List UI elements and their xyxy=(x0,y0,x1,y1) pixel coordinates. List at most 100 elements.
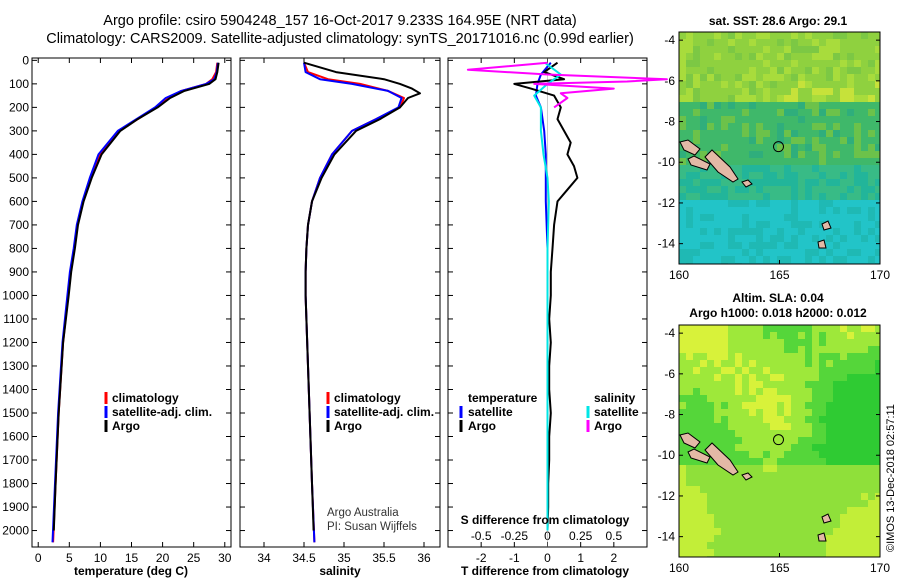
map-cell xyxy=(679,67,686,74)
map-cell xyxy=(826,423,833,430)
map-cell xyxy=(819,151,826,158)
map-cell xyxy=(763,193,770,200)
map-cell xyxy=(679,242,686,249)
map-cell xyxy=(840,479,847,486)
map-cell xyxy=(693,137,700,144)
map-cell xyxy=(735,402,742,409)
map-cell xyxy=(847,193,854,200)
argo-float-marker xyxy=(772,434,784,446)
map-cell xyxy=(721,395,728,402)
map-cell xyxy=(749,172,756,179)
map-cell xyxy=(791,130,798,137)
map-cell xyxy=(798,395,805,402)
map-cell xyxy=(861,32,868,39)
map-cell xyxy=(728,74,735,81)
x-tick-label: 34.5 xyxy=(292,551,316,565)
map-cell xyxy=(728,542,735,549)
map-cell xyxy=(707,200,714,207)
map-cell xyxy=(693,116,700,123)
map-cell xyxy=(770,221,777,228)
map-cell xyxy=(714,95,721,102)
map-cell xyxy=(770,339,777,346)
map-cell xyxy=(679,423,686,430)
map-cell xyxy=(791,179,798,186)
map-cell xyxy=(819,172,826,179)
map-cell xyxy=(826,235,833,242)
map-cell xyxy=(700,507,707,514)
map-cell xyxy=(840,158,847,165)
map-cell xyxy=(868,53,875,60)
map-cell xyxy=(707,221,714,228)
map-cell xyxy=(742,242,749,249)
map-cell xyxy=(742,95,749,102)
map-cell xyxy=(679,88,686,95)
map-cell xyxy=(770,402,777,409)
map-cell xyxy=(847,214,854,221)
map-cell xyxy=(714,109,721,116)
map-cell xyxy=(868,542,875,549)
map-cell xyxy=(819,493,826,500)
map-cell xyxy=(875,151,880,158)
map-cell xyxy=(742,423,749,430)
map-cell xyxy=(749,500,756,507)
map-cell xyxy=(812,151,819,158)
map-cell xyxy=(770,74,777,81)
map-cell xyxy=(854,332,861,339)
map-cell xyxy=(728,353,735,360)
map-cell xyxy=(854,486,861,493)
map-cell xyxy=(700,116,707,123)
map-cell xyxy=(826,109,833,116)
map-cell xyxy=(693,179,700,186)
map-cell xyxy=(868,81,875,88)
map-cell xyxy=(728,339,735,346)
island-shape xyxy=(821,220,832,231)
map-cell xyxy=(721,535,728,542)
map-cell xyxy=(770,367,777,374)
map-cell xyxy=(854,388,861,395)
map-cell xyxy=(742,374,749,381)
map-cell xyxy=(826,39,833,46)
map-cell xyxy=(756,402,763,409)
map-cell xyxy=(812,367,819,374)
map-cell xyxy=(770,95,777,102)
map-cell xyxy=(798,465,805,472)
map-cell xyxy=(742,409,749,416)
map-cell xyxy=(812,381,819,388)
map-cell xyxy=(868,528,875,535)
map-cell xyxy=(861,123,868,130)
map-cell xyxy=(700,479,707,486)
map-cell xyxy=(756,374,763,381)
map-cell xyxy=(763,325,770,332)
map-cell xyxy=(854,207,861,214)
map-cell xyxy=(679,221,686,228)
map-cell xyxy=(798,249,805,256)
map-cell xyxy=(847,444,854,451)
map-cell xyxy=(784,144,791,151)
map-cell xyxy=(707,528,714,535)
map-cell xyxy=(868,235,875,242)
map-cell xyxy=(833,193,840,200)
map-cell xyxy=(721,67,728,74)
map-cell xyxy=(707,109,714,116)
map-cell xyxy=(784,346,791,353)
map-cell xyxy=(791,151,798,158)
map-cell xyxy=(770,256,777,263)
credit-line1: Argo Australia xyxy=(327,507,399,519)
map-cell xyxy=(826,256,833,263)
map-cell xyxy=(812,144,819,151)
map-cell xyxy=(777,395,784,402)
map-cell xyxy=(756,430,763,437)
map-cell xyxy=(819,409,826,416)
map-cell xyxy=(798,179,805,186)
map-cell xyxy=(777,256,784,263)
map-cell xyxy=(714,528,721,535)
map-cell xyxy=(742,416,749,423)
map-cell xyxy=(728,200,735,207)
map-cell xyxy=(770,430,777,437)
map-cell xyxy=(686,521,693,528)
map-cell xyxy=(854,116,861,123)
map-cell xyxy=(693,339,700,346)
map-cell xyxy=(749,123,756,130)
map-cell xyxy=(819,395,826,402)
map-cell xyxy=(791,409,798,416)
